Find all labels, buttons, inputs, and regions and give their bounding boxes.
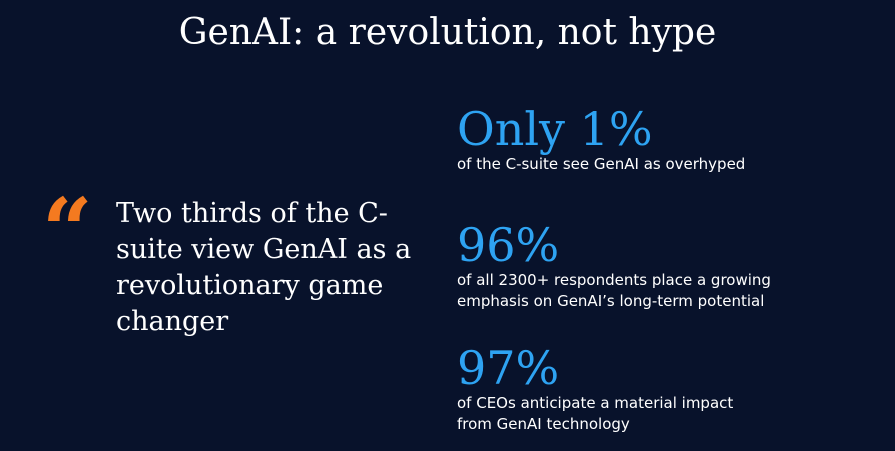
stat-value: Only 1% (457, 102, 653, 156)
stat-value: 96% (457, 218, 560, 272)
stat-value: 97% (457, 341, 560, 395)
stat-description: of the C-suite see GenAI as overhyped (457, 155, 746, 173)
stat-ceo-impact: 97% of CEOs anticipate a material impact… (457, 343, 887, 435)
stat-long-term-potential: 96% of all 2300+ respondents place a gro… (457, 220, 887, 312)
quote-text: Two thirds of the C-suite view GenAI as … (116, 198, 412, 337)
stat-overhyped: Only 1% of the C-suite see GenAI as over… (457, 104, 887, 175)
stat-description: of CEOs anticipate a material impact fro… (457, 394, 734, 433)
quote-mark-icon: “ (42, 178, 93, 282)
stat-description: of all 2300+ respondents place a growing… (457, 271, 771, 310)
slide-title: GenAI: a revolution, not hype (178, 12, 717, 53)
